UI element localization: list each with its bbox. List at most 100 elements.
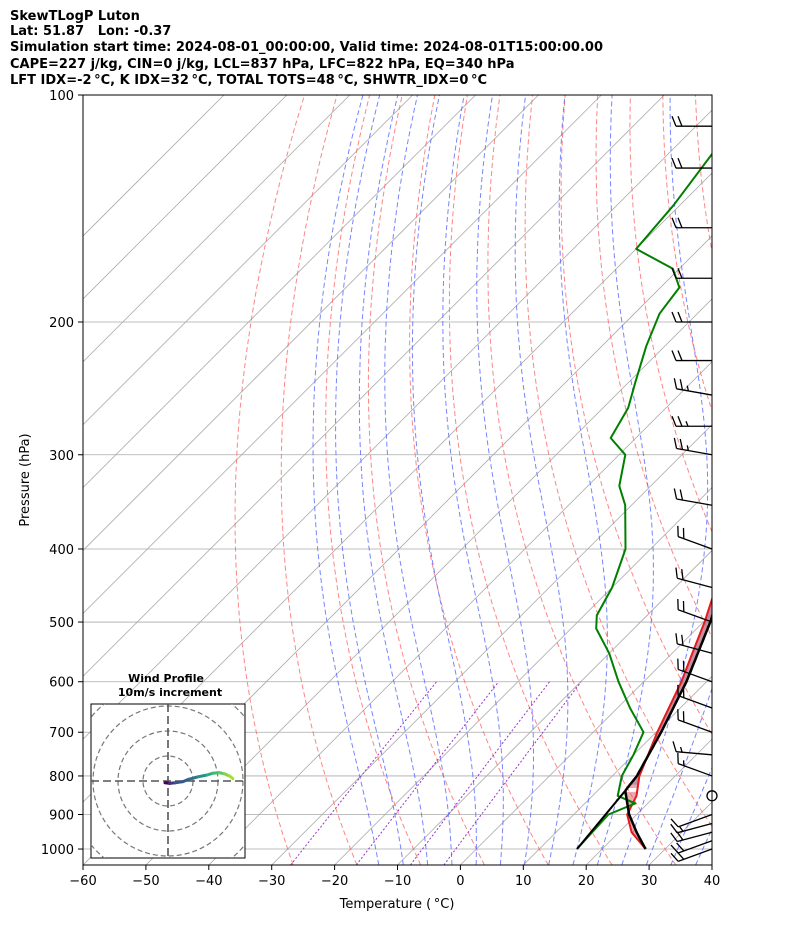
dry-adiabat bbox=[728, 95, 794, 865]
wind-barb-shaft bbox=[676, 447, 713, 456]
dry-adiabat bbox=[761, 95, 794, 865]
parcel-line bbox=[624, 612, 712, 850]
indices-line: LFT IDX=-2 °C, K IDX=32 °C, TOTAL TOTS=4… bbox=[10, 73, 488, 88]
moist-adiabat bbox=[312, 95, 380, 865]
y-tick-label: 1000 bbox=[41, 843, 74, 858]
moist-adiabat bbox=[442, 95, 504, 865]
moist-adiabat bbox=[411, 95, 477, 865]
sounding-lines bbox=[576, 152, 712, 850]
y-tick-label: 700 bbox=[49, 726, 74, 741]
time-line: Simulation start time: 2024-08-01_00:00:… bbox=[10, 40, 603, 55]
moist-adiabat bbox=[335, 95, 404, 865]
y-tick-label: 500 bbox=[49, 616, 74, 631]
wind-barb-half bbox=[685, 421, 689, 427]
hodograph-segment bbox=[196, 773, 209, 779]
wind-barb-shaft bbox=[676, 498, 713, 506]
isotherm-line bbox=[334, 487, 712, 865]
isotherm-line bbox=[775, 95, 794, 865]
x-tick-label: 20 bbox=[578, 874, 595, 889]
x-tick-label: −10 bbox=[384, 874, 411, 889]
moist-adiabat bbox=[645, 687, 712, 865]
mixing-ratio-line bbox=[443, 681, 582, 865]
temperature-line bbox=[626, 595, 712, 850]
dry-adiabat bbox=[280, 95, 358, 865]
wind-barb-flag bbox=[671, 157, 677, 169]
mixing-ratio-line bbox=[409, 681, 550, 865]
wind-barb-flag bbox=[677, 115, 683, 127]
wind-barb-flag bbox=[670, 844, 679, 854]
isotherm-line bbox=[83, 109, 712, 740]
wind-barb-flag bbox=[670, 823, 678, 834]
wind-barb-flag bbox=[679, 438, 684, 450]
x-tick-label: 10 bbox=[515, 874, 532, 889]
isotherm-line bbox=[648, 801, 712, 865]
isotherm-line bbox=[271, 424, 712, 865]
mixing-ratio-line bbox=[290, 681, 437, 865]
x-tick-label: −50 bbox=[132, 874, 159, 889]
isotherm-line bbox=[711, 864, 712, 865]
x-tick-label: 40 bbox=[704, 874, 721, 889]
dry-adiabat bbox=[595, 95, 712, 639]
x-tick-label: −30 bbox=[258, 874, 285, 889]
dry-adiabat bbox=[524, 95, 712, 828]
wind-barb-flag bbox=[670, 852, 679, 862]
isotherm-line bbox=[83, 95, 602, 614]
cape-line: CAPE=227 j/kg, CIN=0 j/kg, LCL=837 hPa, … bbox=[10, 57, 515, 72]
wind-barb-flag bbox=[681, 634, 684, 646]
moist-adiabat bbox=[695, 827, 712, 865]
wind-barb-flag bbox=[671, 350, 677, 361]
wind-barb-shaft bbox=[677, 813, 713, 828]
wind-barb-flag bbox=[673, 437, 678, 449]
hodograph-inset: Wind Profile 10m/s increment bbox=[90, 672, 246, 859]
wind-barb-flag bbox=[679, 379, 684, 390]
isotherm-line bbox=[83, 95, 288, 300]
x-tick-label: −60 bbox=[69, 874, 96, 889]
isotherm-line bbox=[397, 549, 712, 865]
location-line: Lat: 51.87 Lon: -0.37 bbox=[10, 24, 172, 39]
y-tick-label: 200 bbox=[49, 316, 74, 331]
y-tick-label: 900 bbox=[49, 809, 74, 824]
x-tick-label: 0 bbox=[456, 874, 464, 889]
wind-barbs bbox=[670, 115, 718, 862]
wind-barb-shaft bbox=[676, 388, 713, 396]
dry-adiabat bbox=[448, 95, 613, 865]
wind-barb-flag bbox=[677, 268, 683, 279]
hodograph-segment bbox=[228, 774, 235, 781]
dry-adiabat bbox=[694, 95, 712, 255]
y-tick-label: 800 bbox=[49, 770, 74, 785]
dry-adiabat bbox=[560, 95, 712, 736]
wind-barb-flag bbox=[671, 311, 677, 323]
wind-barb-flag bbox=[671, 217, 677, 229]
wind-barb-half bbox=[679, 826, 684, 832]
wind-barb-flag bbox=[676, 842, 685, 852]
chart-title: SkewTLogP Luton bbox=[10, 9, 140, 24]
moist-adiabat bbox=[514, 95, 569, 865]
wind-barb-flag bbox=[671, 115, 677, 127]
isotherm-line bbox=[83, 95, 665, 677]
wind-barb-flag bbox=[670, 832, 678, 842]
y-axis-ticks: 100 200 300 400 500 600 700 800 900 1000 bbox=[41, 89, 83, 858]
wind-barb-flag bbox=[677, 217, 683, 229]
x-axis-ticks: −60 −50 −40 −30 −20 −10 0 10 20 30 40 bbox=[69, 865, 720, 889]
dry-adiabat bbox=[409, 95, 549, 865]
wind-barb-flag bbox=[675, 633, 678, 645]
isotherm-line bbox=[83, 95, 539, 552]
moist-adiabat bbox=[384, 95, 453, 865]
x-tick-label: −40 bbox=[195, 874, 222, 889]
hodograph-subtitle: 10m/s increment bbox=[118, 686, 222, 699]
isotherm-line bbox=[208, 361, 712, 865]
moist-adiabat bbox=[596, 95, 654, 865]
wind-barb-half bbox=[686, 445, 690, 451]
dewpoint-line bbox=[576, 152, 712, 850]
wind-barb-flag bbox=[673, 378, 678, 389]
isotherm-line bbox=[83, 95, 413, 426]
y-axis-label: Pressure (hPa) bbox=[18, 433, 33, 526]
dry-adiabat bbox=[487, 95, 677, 865]
dry-adiabat bbox=[367, 95, 485, 865]
isotherm-line bbox=[460, 612, 712, 865]
moist-adiabat bbox=[476, 95, 534, 865]
isotherm-line bbox=[83, 95, 476, 489]
wind-barb-flag bbox=[670, 818, 679, 828]
wind-barb-flag bbox=[671, 416, 677, 427]
